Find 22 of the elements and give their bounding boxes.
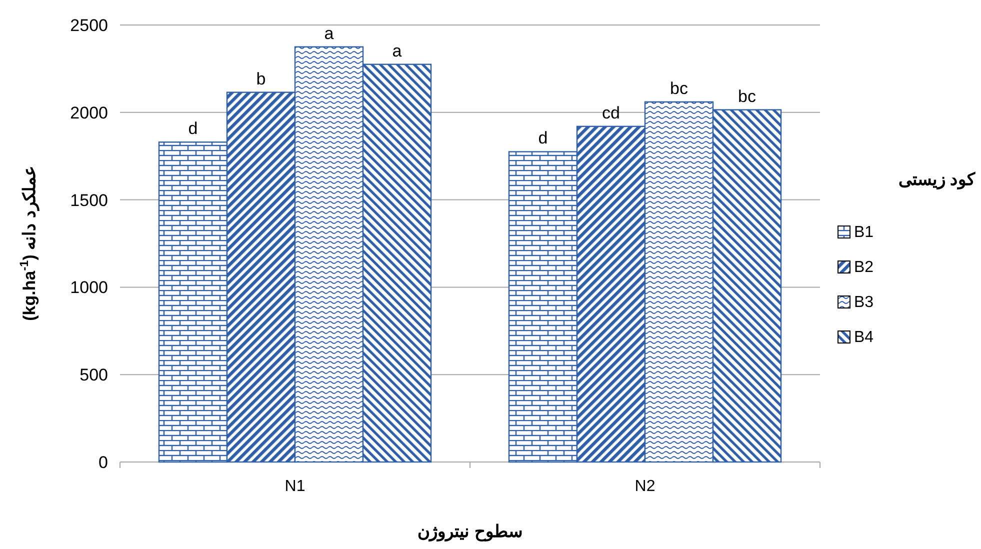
legend-label: B2 [854, 259, 874, 276]
y-tick-label: 0 [98, 453, 108, 472]
y-tick-label: 1500 [70, 190, 108, 210]
legend-label: B1 [854, 224, 874, 241]
data-label: a [392, 41, 402, 60]
x-tick-label: N2 [634, 478, 656, 495]
data-label: d [188, 119, 198, 138]
data-label: a [324, 24, 334, 43]
data-label: cd [602, 103, 620, 122]
y-tick-label: 500 [80, 366, 108, 385]
x-axis-title: سطوح نیتروژن [418, 522, 522, 542]
legend-label: B4 [854, 329, 874, 346]
legend-label: B3 [854, 294, 874, 311]
data-label: b [256, 69, 266, 88]
y-tick-label: 1000 [70, 278, 108, 298]
x-tick-label: N1 [284, 478, 306, 495]
y-tick-label: 2500 [70, 16, 108, 35]
data-label: d [538, 128, 548, 148]
y-tick-label: 2000 [70, 103, 108, 122]
data-label: bc [670, 78, 688, 98]
legend-title: کود زیستی [898, 170, 976, 190]
data-label: bc [738, 86, 756, 106]
